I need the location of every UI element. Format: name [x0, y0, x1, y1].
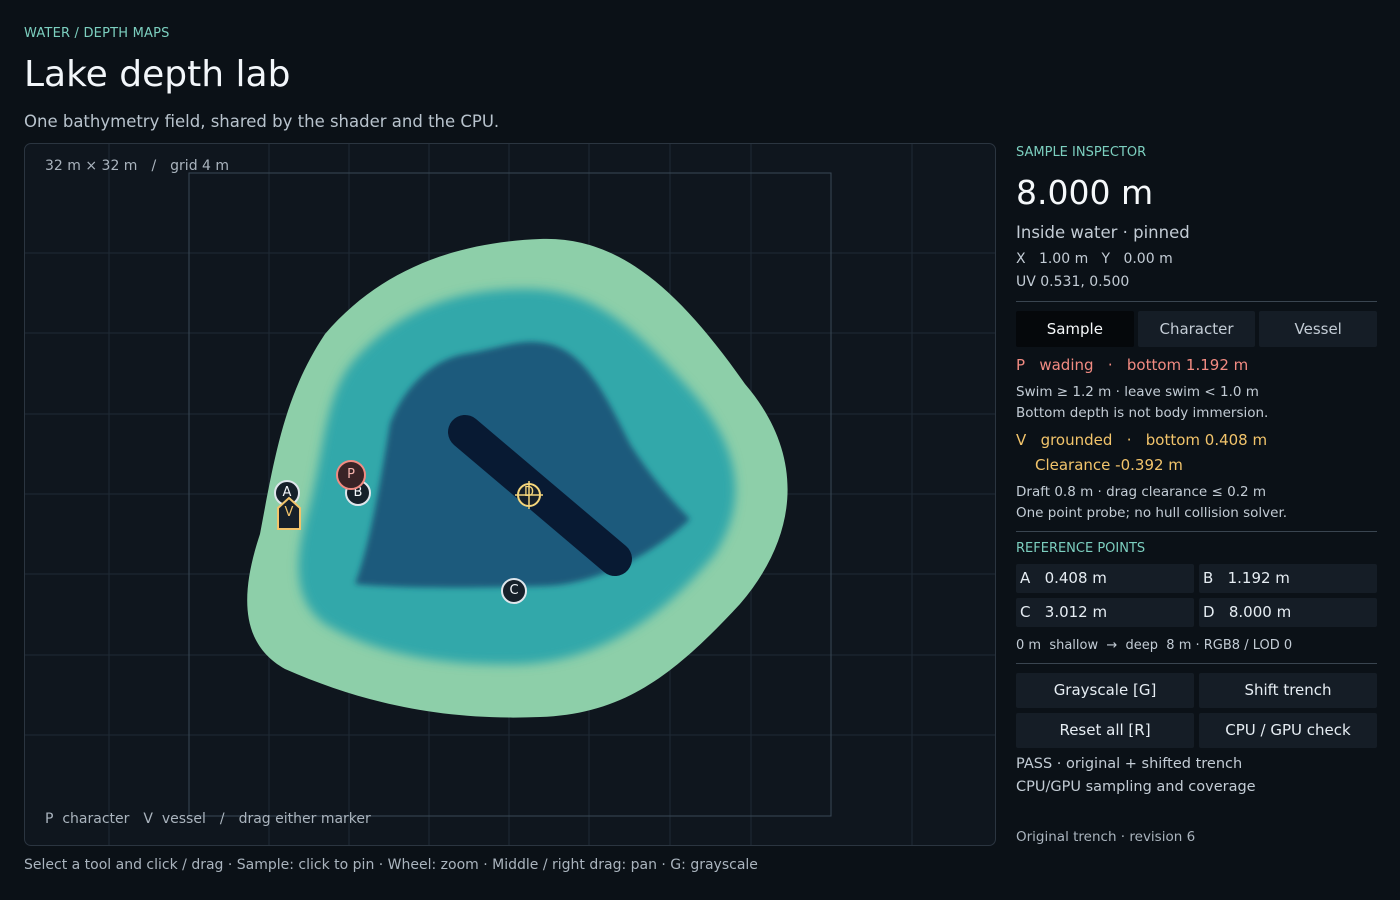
vessel-note: One point probe; no hull collision solve…	[1016, 505, 1288, 521]
depth-map-viewport[interactable]: 32 m × 32 m / grid 4 m A B C P D V P chara…	[24, 143, 996, 846]
page-title: Lake depth lab	[24, 54, 291, 95]
reference-points-label: REFERENCE POINTS	[1016, 541, 1146, 556]
divider	[1016, 663, 1377, 664]
legend-character: P character	[45, 811, 130, 827]
sample-pin[interactable]: D	[515, 481, 543, 509]
sample-coordinates: X 1.00 m Y 0.00 m	[1016, 251, 1173, 267]
vessel-icon	[277, 496, 301, 530]
tab-vessel[interactable]: Vessel	[1259, 311, 1378, 347]
character-note: Bottom depth is not body immersion.	[1016, 405, 1269, 421]
legend-vessel: V vessel	[143, 811, 206, 827]
world-size: 32 m × 32 m	[45, 158, 138, 174]
inspector-tabs: Sample Character Vessel	[1016, 311, 1378, 347]
viewport-scale-label: 32 m × 32 m / grid 4 m	[45, 158, 229, 174]
separator: /	[219, 811, 225, 827]
vessel-marker-label: V	[284, 505, 294, 520]
shift-trench-button[interactable]: Shift trench	[1199, 673, 1377, 708]
tab-character[interactable]: Character	[1137, 311, 1256, 347]
reference-point-a: A 0.408 m	[1016, 564, 1194, 593]
sample-state: Inside water · pinned	[1016, 223, 1190, 242]
status-bar-hint: Select a tool and click / drag · Sample:…	[24, 857, 758, 873]
vessel-status: V grounded · bottom 0.408 m	[1016, 431, 1268, 449]
character-swim-rule: Swim ≥ 1.2 m · leave swim < 1.0 m	[1016, 384, 1259, 400]
legend-hint: drag either marker	[238, 811, 371, 827]
depth-readout: 8.000 m	[1016, 173, 1154, 212]
depth-color-legend: 0 m shallow → deep 8 m · RGB8 / LOD 0	[1016, 638, 1293, 653]
marker-legend: P character V vessel / drag either marker	[45, 811, 371, 827]
crosshair-icon	[515, 481, 543, 509]
inspector-section-label: SAMPLE INSPECTOR	[1016, 145, 1147, 160]
sample-uv: UV 0.531, 0.500	[1016, 274, 1130, 290]
vessel-marker[interactable]: V	[276, 496, 302, 532]
tab-sample[interactable]: Sample	[1016, 311, 1134, 347]
check-result-detail: CPU/GPU sampling and coverage	[1016, 779, 1256, 795]
page-subtitle: One bathymetry field, shared by the shad…	[24, 112, 500, 131]
reference-point-b: B 1.192 m	[1199, 564, 1377, 593]
revision-label: Original trench · revision 6	[1016, 829, 1196, 845]
reference-point-c: C 3.012 m	[1016, 598, 1194, 627]
lake-depth-field	[247, 238, 788, 718]
grayscale-button[interactable]: Grayscale [G]	[1016, 673, 1194, 708]
vessel-clearance: Clearance -0.392 m	[1035, 456, 1183, 474]
check-result: PASS · original + shifted trench	[1016, 756, 1243, 772]
character-marker[interactable]: P	[336, 460, 366, 490]
reset-all-button[interactable]: Reset all [R]	[1016, 713, 1194, 748]
cpu-gpu-check-button[interactable]: CPU / GPU check	[1199, 713, 1377, 748]
reference-marker-d: D	[523, 485, 534, 500]
reference-point-d: D 8.000 m	[1199, 598, 1377, 627]
vessel-draft-rule: Draft 0.8 m · drag clearance ≤ 0.2 m	[1016, 484, 1267, 500]
divider	[1016, 531, 1377, 532]
depth-map-canvas[interactable]	[25, 144, 995, 845]
action-buttons: Grayscale [G] Shift trench Reset all [R]…	[1016, 673, 1377, 748]
breadcrumb: WATER / DEPTH MAPS	[24, 26, 170, 41]
lake-bounds	[188, 172, 832, 817]
separator: /	[151, 158, 157, 174]
divider	[1016, 301, 1377, 302]
reference-points-grid: A 0.408 m B 1.192 m C 3.012 m D 8.000 m	[1016, 564, 1377, 627]
character-status: P wading · bottom 1.192 m	[1016, 356, 1249, 374]
grid-size: grid 4 m	[170, 158, 230, 174]
reference-marker-c[interactable]: C	[501, 578, 527, 604]
